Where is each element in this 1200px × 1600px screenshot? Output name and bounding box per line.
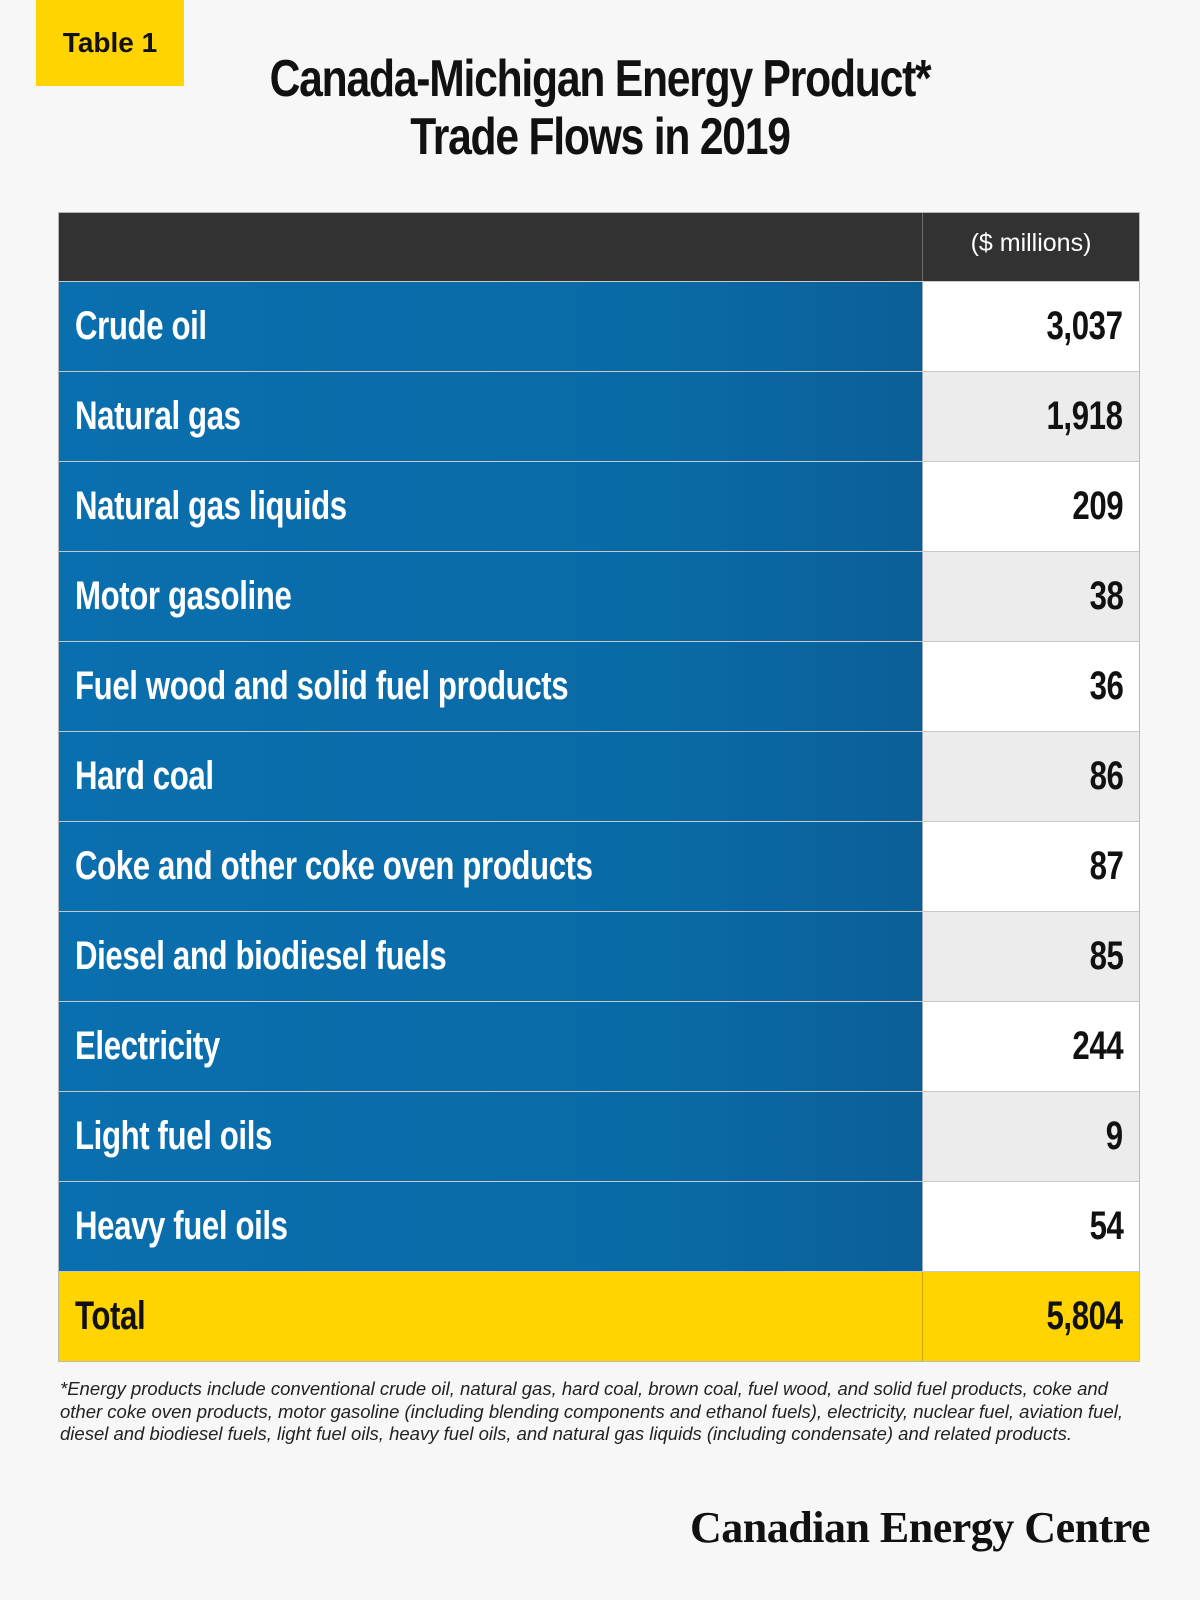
table-row: Natural gas 1,918 bbox=[59, 371, 1139, 461]
table-row: Motor gasoline 38 bbox=[59, 551, 1139, 641]
row-value-cell: 3,037 bbox=[923, 282, 1139, 371]
table-row: Crude oil 3,037 bbox=[59, 281, 1139, 371]
total-value-cell: 5,804 bbox=[923, 1272, 1139, 1361]
row-value-cell: 54 bbox=[923, 1182, 1139, 1271]
row-label-cell: Electricity bbox=[59, 1002, 923, 1091]
row-value-cell: 86 bbox=[923, 732, 1139, 821]
row-label-cell: Natural gas bbox=[59, 372, 923, 461]
row-value: 38 bbox=[1089, 574, 1123, 618]
row-value-cell: 36 bbox=[923, 642, 1139, 731]
title-line-2: Trade Flows in 2019 bbox=[410, 108, 791, 166]
row-label: Heavy fuel oils bbox=[75, 1204, 288, 1248]
row-label: Coke and other coke oven products bbox=[75, 844, 593, 888]
total-label: Total bbox=[75, 1294, 146, 1338]
row-value-cell: 87 bbox=[923, 822, 1139, 911]
row-value: 244 bbox=[1072, 1024, 1123, 1068]
row-label: Hard coal bbox=[75, 754, 214, 798]
table-row: Natural gas liquids 209 bbox=[59, 461, 1139, 551]
row-value: 85 bbox=[1089, 934, 1123, 978]
row-value-cell: 85 bbox=[923, 912, 1139, 1001]
row-value: 54 bbox=[1089, 1204, 1123, 1248]
row-value: 9 bbox=[1106, 1114, 1123, 1158]
row-label-cell: Hard coal bbox=[59, 732, 923, 821]
row-label-cell: Fuel wood and solid fuel products bbox=[59, 642, 923, 731]
row-label-cell: Coke and other coke oven products bbox=[59, 822, 923, 911]
table-row: Heavy fuel oils 54 bbox=[59, 1181, 1139, 1271]
row-label-cell: Natural gas liquids bbox=[59, 462, 923, 551]
footnote: *Energy products include conventional cr… bbox=[60, 1378, 1124, 1444]
row-value-cell: 244 bbox=[923, 1002, 1139, 1091]
row-value-cell: 38 bbox=[923, 552, 1139, 641]
row-label: Diesel and biodiesel fuels bbox=[75, 934, 447, 978]
row-value-cell: 9 bbox=[923, 1092, 1139, 1181]
row-value: 3,037 bbox=[1046, 304, 1124, 348]
table-row: Coke and other coke oven products 87 bbox=[59, 821, 1139, 911]
table-number-badge: Table 1 bbox=[36, 0, 184, 86]
row-value: 1,918 bbox=[1046, 394, 1124, 438]
row-value: 209 bbox=[1072, 484, 1123, 528]
table-body: Crude oil 3,037 Natural gas 1,918 Natural ga… bbox=[59, 281, 1139, 1271]
row-value-cell: 1,918 bbox=[923, 372, 1139, 461]
table-header: ($ millions) bbox=[59, 213, 1139, 281]
row-label-cell: Motor gasoline bbox=[59, 552, 923, 641]
table-row: Light fuel oils 9 bbox=[59, 1091, 1139, 1181]
row-value: 87 bbox=[1089, 844, 1123, 888]
row-label-cell: Heavy fuel oils bbox=[59, 1182, 923, 1271]
row-label-cell: Light fuel oils bbox=[59, 1092, 923, 1181]
table-row: Electricity 244 bbox=[59, 1001, 1139, 1091]
page-title: Canada-Michigan Energy Product* Trade Fl… bbox=[231, 50, 969, 166]
row-label: Motor gasoline bbox=[75, 574, 292, 618]
row-value-cell: 209 bbox=[923, 462, 1139, 551]
row-label-cell: Crude oil bbox=[59, 282, 923, 371]
unit-header: ($ millions) bbox=[970, 228, 1092, 257]
total-value: 5,804 bbox=[1046, 1294, 1124, 1338]
row-value: 36 bbox=[1089, 664, 1123, 708]
row-label: Crude oil bbox=[75, 304, 207, 348]
row-label: Light fuel oils bbox=[75, 1114, 272, 1158]
total-row: Total 5,804 bbox=[59, 1271, 1139, 1361]
row-label: Fuel wood and solid fuel products bbox=[75, 664, 569, 708]
row-label: Electricity bbox=[75, 1024, 220, 1068]
table-row: Hard coal 86 bbox=[59, 731, 1139, 821]
row-label: Natural gas liquids bbox=[75, 484, 347, 528]
title-line-1: Canada-Michigan Energy Product* bbox=[269, 50, 932, 108]
trade-flows-table: ($ millions) Crude oil 3,037 Natural gas 1,… bbox=[58, 212, 1140, 1362]
table-row: Diesel and biodiesel fuels 85 bbox=[59, 911, 1139, 1001]
table-row: Fuel wood and solid fuel products 36 bbox=[59, 641, 1139, 731]
total-label-cell: Total bbox=[59, 1272, 923, 1361]
row-value: 86 bbox=[1089, 754, 1123, 798]
brand-logo-text: Canadian Energy Centre bbox=[690, 1503, 1150, 1552]
row-label: Natural gas bbox=[75, 394, 241, 438]
header-label-cell bbox=[59, 213, 923, 281]
row-label-cell: Diesel and biodiesel fuels bbox=[59, 912, 923, 1001]
